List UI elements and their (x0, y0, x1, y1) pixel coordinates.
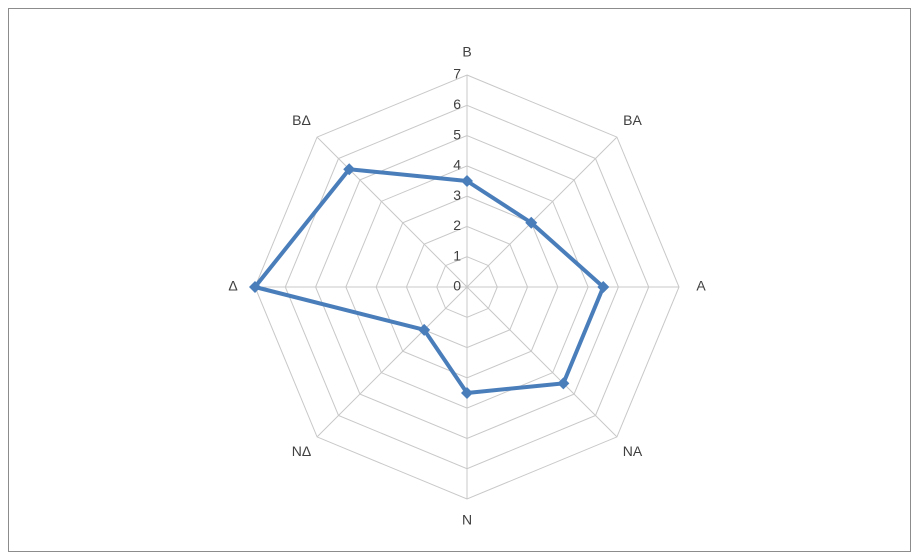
category-label: A (696, 278, 706, 294)
r-tick-label: 0 (453, 278, 461, 294)
marker (461, 175, 473, 187)
category-label: BΔ (292, 112, 311, 128)
r-tick-label: 4 (453, 157, 461, 173)
category-label: B (462, 44, 471, 60)
marker (343, 163, 356, 176)
marker (461, 387, 473, 399)
category-label: NA (623, 443, 643, 459)
spoke (316, 136, 468, 288)
marker (249, 281, 261, 293)
marker (418, 323, 431, 336)
spoke (466, 136, 618, 288)
marker (557, 377, 570, 390)
category-label: NΔ (292, 443, 311, 459)
r-tick-label: 2 (453, 217, 461, 233)
r-tick-label: 3 (453, 187, 461, 203)
r-tick-label: 1 (453, 247, 461, 263)
r-tick-label: 5 (453, 126, 461, 142)
marker (525, 216, 538, 229)
marker (597, 281, 610, 293)
category-label: Δ (228, 278, 237, 294)
category-label: N (462, 512, 472, 528)
category-label: BA (623, 112, 642, 128)
r-tick-label: 7 (453, 66, 461, 82)
spoke (466, 286, 618, 438)
spoke (316, 286, 468, 438)
r-tick-label: 6 (453, 96, 461, 112)
